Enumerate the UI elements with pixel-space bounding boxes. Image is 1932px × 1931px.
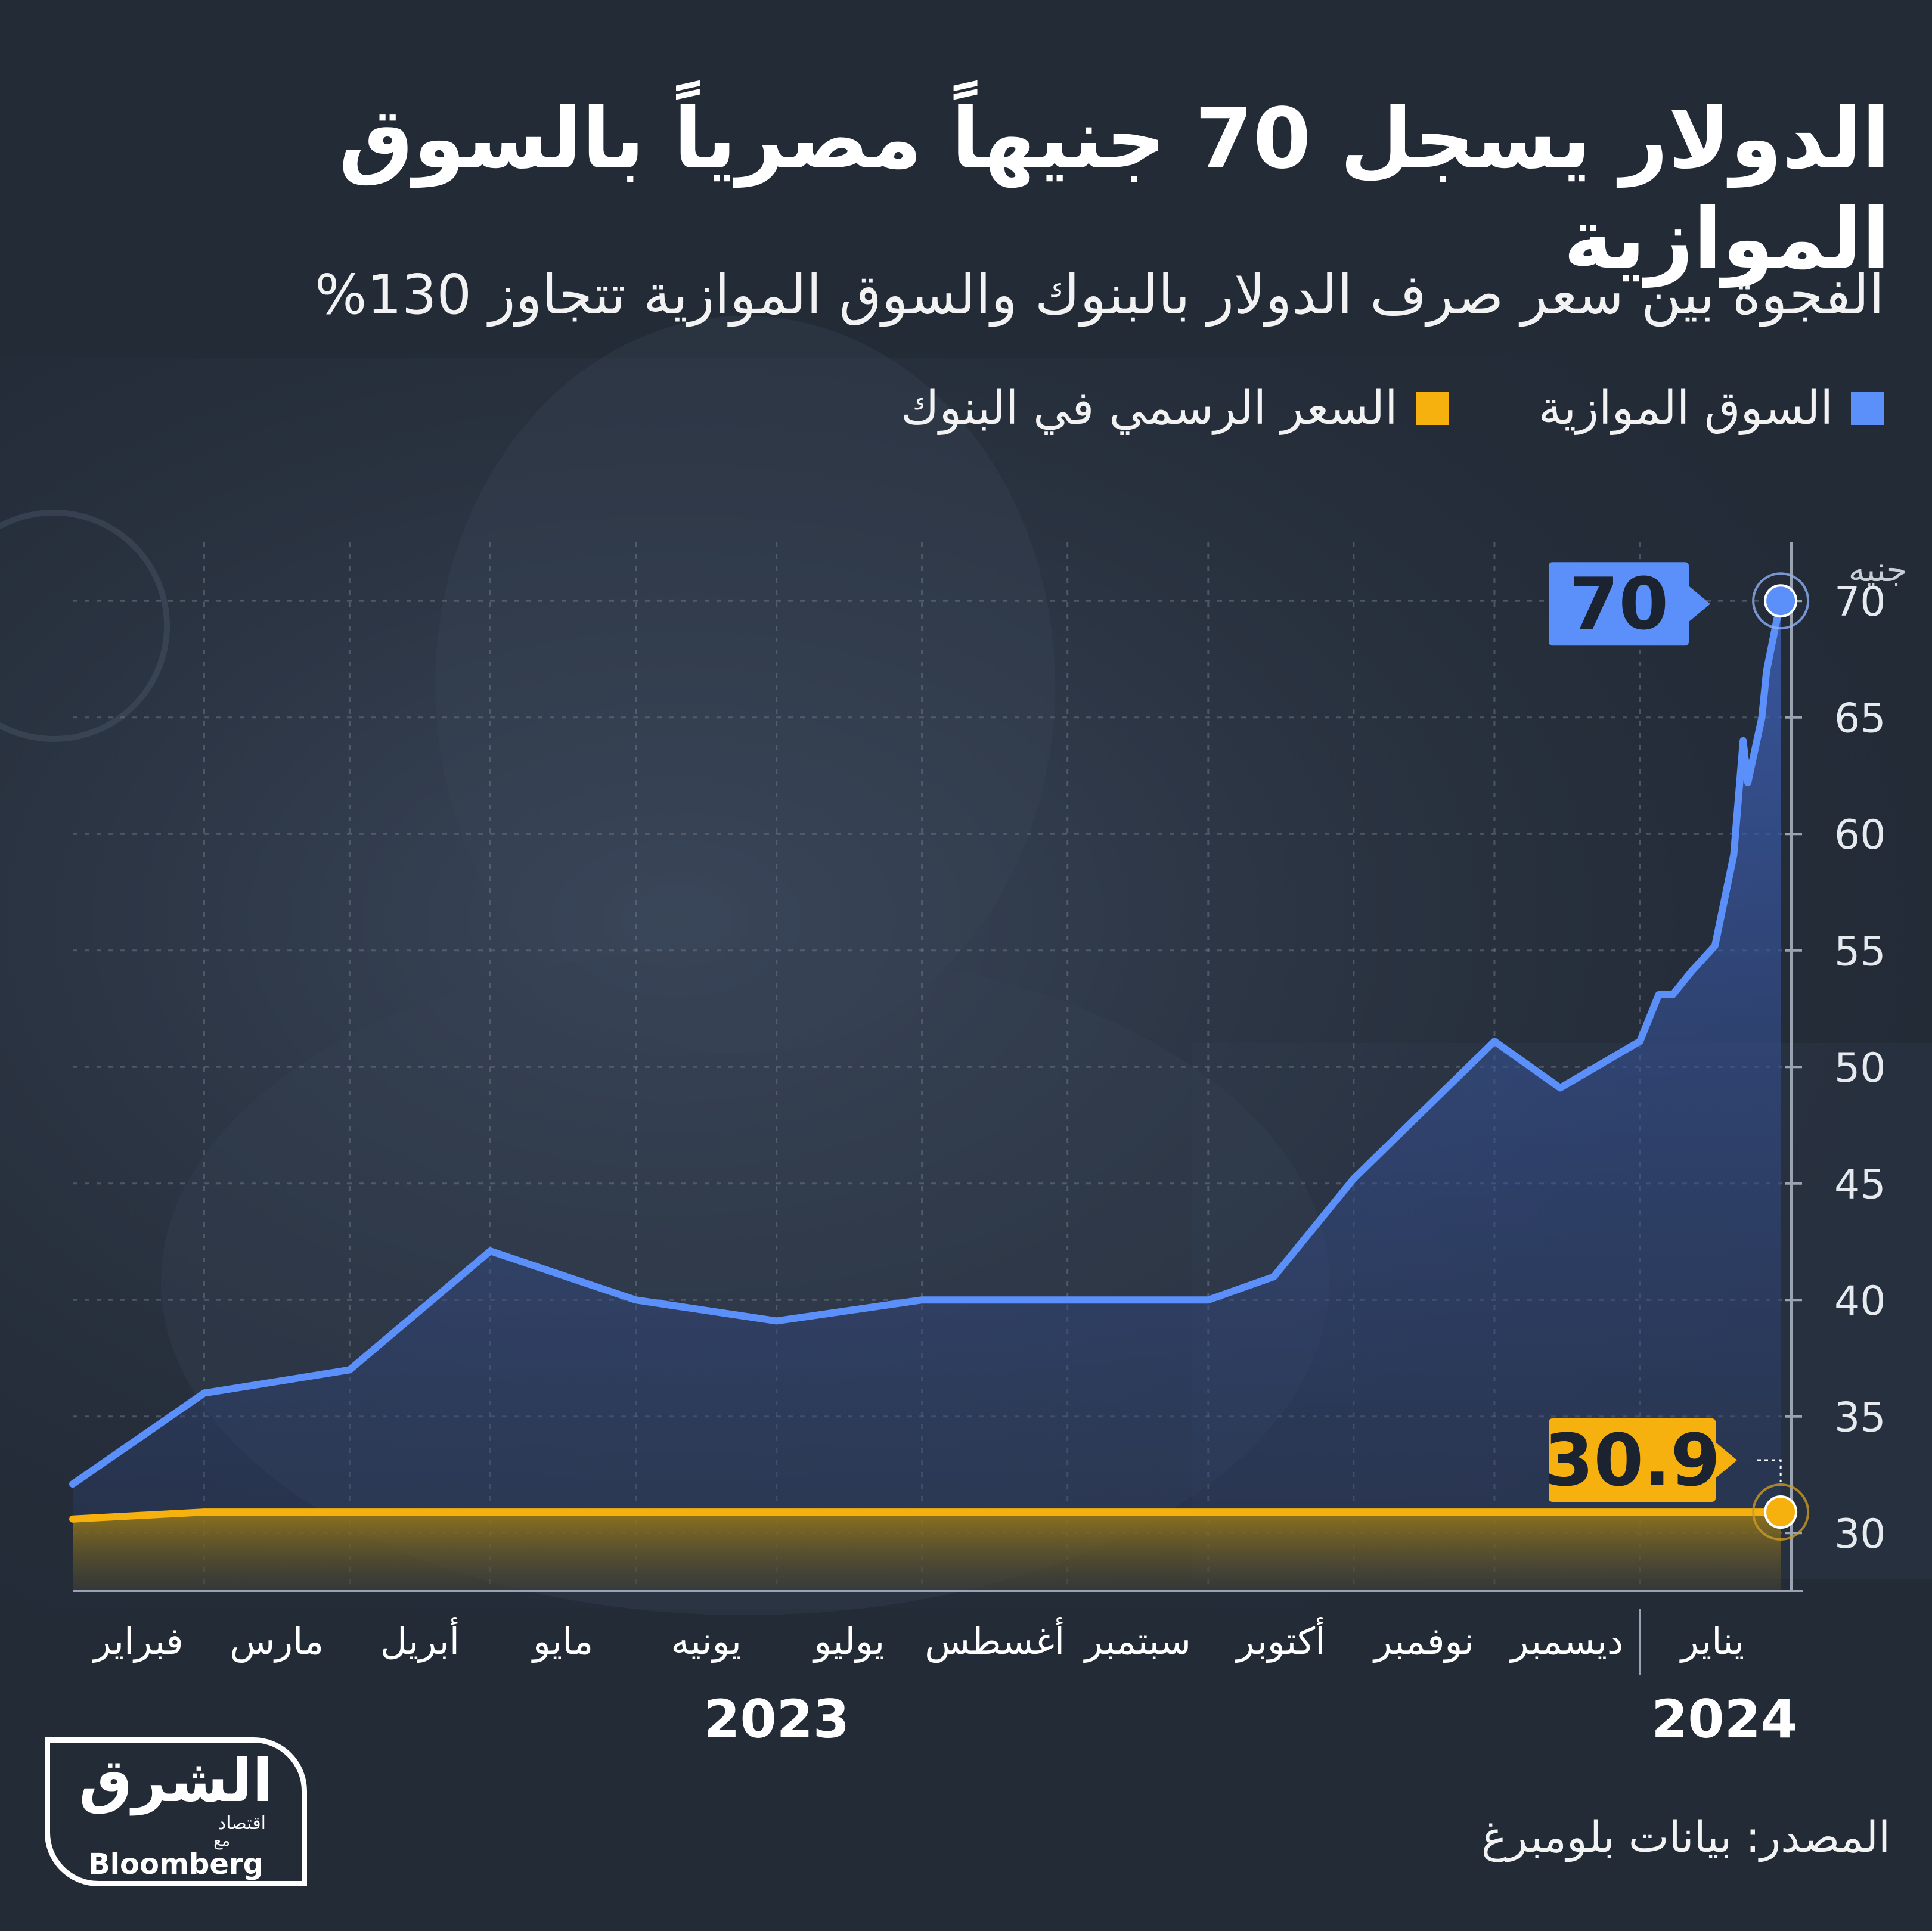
asharq-bloomberg-logo: الشرق اقتصاد مع Bloomberg (45, 1737, 307, 1886)
x-tick-label: نوفمبر (1372, 1619, 1474, 1663)
y-tick-label: 65 (1834, 696, 1886, 743)
legend-swatch-official (1415, 392, 1449, 425)
legend: السوق الموازية السعر الرسمي في البنوك (901, 381, 1884, 435)
label-layer: 70 30.9 (1544, 562, 1810, 1541)
series-area-parallel (73, 601, 1781, 1592)
x-tick-label: يناير (1679, 1619, 1744, 1663)
y-tick-label: 45 (1834, 1162, 1886, 1209)
callout-leader-line (1757, 1459, 1782, 1483)
x-tick-label: مايو (531, 1619, 593, 1663)
end-value-callout-box (1549, 562, 1689, 646)
chart-subtitle: الفجوة بين سعر صرف الدولار بالبنوك والسو… (315, 263, 1884, 327)
end-value-callout-pointer (1716, 1442, 1737, 1478)
x-tick-label: يونيه (671, 1619, 742, 1663)
logo-name: الشرق (79, 1746, 273, 1815)
area-layer (73, 601, 1781, 1592)
end-value-callout-box (1549, 1418, 1716, 1502)
end-value-callout-pointer (1689, 586, 1710, 622)
end-point-marker (1764, 1495, 1798, 1529)
legend-label-official: السعر الرسمي في البنوك (901, 381, 1398, 435)
y-tick-label: 55 (1834, 929, 1886, 976)
series-line-official (69, 1508, 1785, 1523)
end-value-label: 30.9 (1544, 1420, 1720, 1502)
year-label: 2023 (703, 1688, 849, 1750)
year-label: 2024 (1651, 1688, 1797, 1750)
source-note: المصدر: بيانات بلومبرغ (1481, 1812, 1890, 1862)
x-tick-label: فبراير (92, 1619, 184, 1663)
series-area-official (73, 1512, 1781, 1591)
y-tick-label: 50 (1834, 1045, 1886, 1092)
legend-swatch-parallel (1851, 392, 1884, 425)
end-point-halo (1752, 1483, 1810, 1541)
x-tick-label: مارس (230, 1619, 324, 1663)
x-tick-label: ديسمبر (1509, 1619, 1624, 1663)
y-tick-label: 70 (1834, 579, 1886, 626)
y-tick-label: 35 (1834, 1395, 1886, 1442)
legend-item-parallel: السوق الموازية (1539, 381, 1884, 435)
end-value-label: 70 (1569, 563, 1669, 646)
y-tick-label: 40 (1834, 1278, 1886, 1325)
legend-item-official: السعر الرسمي في البنوك (901, 381, 1449, 435)
legend-label-parallel: السوق الموازية (1538, 381, 1833, 435)
x-tick-label: أبريل (380, 1617, 460, 1663)
x-tick-label: أكتوبر (1235, 1617, 1325, 1663)
y-axis-unit-label: جنيه (1849, 551, 1907, 589)
end-point-marker (1764, 584, 1798, 618)
x-tick-label: أغسطس (925, 1617, 1065, 1663)
logo-subtitle: اقتصاد (218, 1813, 266, 1834)
x-tick-label: يوليو (812, 1619, 885, 1663)
series-line-parallel (69, 597, 1785, 1488)
chart-title: الدولار يسجل 70 جنيهاً مصرياً بالسوق الم… (339, 91, 1890, 288)
line-layer (69, 597, 1785, 1523)
end-point-halo (1752, 572, 1810, 630)
y-tick-label: 30 (1834, 1511, 1886, 1558)
logo-with: مع (213, 1832, 230, 1850)
y-tick-label: 60 (1834, 812, 1886, 859)
logo-partner: Bloomberg (88, 1848, 263, 1881)
x-tick-label: سبتمبر (1083, 1619, 1191, 1663)
